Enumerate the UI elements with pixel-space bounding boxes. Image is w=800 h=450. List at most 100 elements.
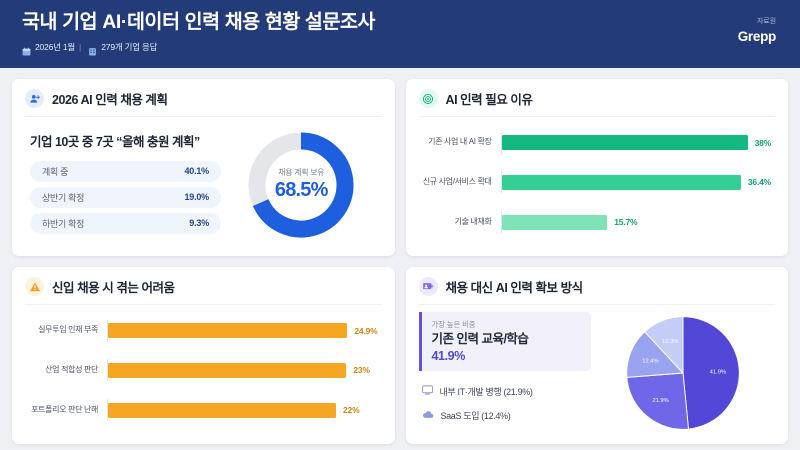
hiring-plan-lead: 기업 10곳 중 7곳 “올해 충원 계획” — [30, 134, 200, 149]
brand-logo: Grepp — [737, 29, 777, 44]
card-alternative-title: 채용 대신 AI 인력 확보 방식 — [445, 281, 584, 295]
warning-icon — [25, 277, 44, 296]
card-hiring-difficulty-header: 신입 채용 시 겪는 어려움 — [25, 277, 382, 304]
bar-fill — [501, 135, 748, 151]
pie-chart-area: 41.9% 21.9% 12.4% 10.3% — [591, 312, 776, 434]
bar-fill — [501, 214, 608, 230]
donut-value: 68.5% — [274, 179, 329, 201]
divider — [25, 116, 382, 117]
donut-chart-area: 채용 계획 보유 68.5% — [221, 129, 382, 241]
cards-grid: 2026 AI 인력 채용 계획 기업 10곳 중 7곳 “올해 충원 계획” … — [0, 68, 800, 450]
bar-category-label: 산업 적합성 판단 — [45, 365, 98, 375]
donut-segment — [253, 132, 354, 237]
donut-caption: 채용 계획 보유 — [278, 168, 325, 177]
card-ai-reason-body: 기존 사업 내 AI 확장 38% 신규 사업/서비스 확대 36.4% 기술 내재화 1… — [419, 119, 776, 246]
list-item: 하반기 확정 9.3% — [30, 212, 221, 234]
list-item: 상반기 확정 19.0% — [30, 186, 221, 208]
target-icon — [418, 89, 438, 108]
bar-value-label: 22% — [343, 405, 360, 416]
bar-track: 24.9% — [107, 319, 378, 342]
bar-row: 기존 사업 내 AI 확장 38% — [419, 131, 772, 154]
divider — [25, 304, 382, 305]
survey-date: 2026년 1월 | — [22, 41, 81, 56]
page-title: 국내 기업 AI·데이터 인력 채용 현황 설문조사 — [22, 11, 376, 33]
ai-reason-bar-chart: 기존 사업 내 AI 확장 38% 신규 사업/서비스 확대 36.4% 기술 내재화 1… — [419, 119, 776, 246]
respondent-count-text: 279개 기업 응답 — [101, 42, 158, 53]
bar-track: 38% — [500, 131, 772, 154]
breakdown-label: 하반기 확정 — [42, 218, 85, 229]
highlight-name: 기존 인력 교육/학습 — [431, 332, 529, 346]
card-hiring-plan: 2026 AI 인력 채용 계획 기업 10곳 중 7곳 “올해 충원 계획” … — [12, 79, 395, 256]
pie-slice-label: 41.9% — [709, 370, 725, 376]
presentation-icon — [418, 277, 438, 296]
pie-slice-label: 21.9% — [652, 398, 668, 404]
bar-row: 포트폴리오 판단 난해 22% — [25, 399, 378, 422]
bar-category-label: 실무투입 인재 부족 — [38, 325, 98, 335]
card-ai-reason-title: AI 인력 필요 이유 — [445, 93, 533, 107]
bar-category-label: 신규 사업/서비스 확대 — [422, 177, 492, 187]
bar-category-label: 기존 사업 내 AI 확장 — [428, 137, 492, 147]
page-header: 국내 기업 AI·데이터 인력 채용 현황 설문조사 2026년 1월 | 27… — [0, 0, 800, 68]
bar-track: 36.4% — [500, 171, 771, 194]
header-meta: 2026년 1월 | 279개 기업 응답 — [22, 41, 778, 56]
pie-slice-label: 10.3% — [662, 339, 678, 345]
card-ai-reason-header: AI 인력 필요 이유 — [418, 89, 776, 116]
bar-row: 실무투입 인재 부족 24.9% — [25, 319, 378, 342]
breakdown-value: 40.1% — [184, 166, 209, 176]
card-alternative: 채용 대신 AI 인력 확보 방식 가장 높은 비중 기존 인력 교육/학습 4… — [405, 267, 788, 444]
bar-value-label: 15.7% — [614, 217, 638, 228]
bar-row: 기술 내재화 15.7% — [419, 211, 772, 234]
bar-row: 신규 사업/서비스 확대 36.4% — [419, 171, 771, 194]
pie-legend: 내부 IT·개발 병행 (21.9%) SaaS 도입 (12.4%) — [419, 382, 591, 430]
bar-value-label: 36.4% — [747, 177, 771, 188]
bar-category-label: 포트폴리오 판단 난해 — [31, 404, 98, 414]
card-hiring-difficulty: 신입 채용 시 겪는 어려움 실무투입 인재 부족 24.9% 산업 적합성 판단 2… — [12, 267, 395, 444]
respondent-count: 279개 기업 응답 — [88, 41, 158, 56]
breakdown-label: 계획 중 — [42, 166, 69, 177]
donut-center-label: 채용 계획 보유 68.5% — [245, 129, 357, 241]
bar-category-label: 기술 내재화 — [454, 216, 492, 226]
pie-slice — [625, 331, 684, 378]
highlight-value: 41.9% — [431, 349, 466, 363]
list-item: 내부 IT·개발 병행 (21.9%) — [421, 382, 591, 400]
list-item: 계획 중 40.1% — [30, 160, 221, 182]
bar-fill — [108, 323, 348, 339]
bar-fill — [501, 174, 741, 190]
card-hiring-plan-body: 기업 10곳 중 7곳 “올해 충원 계획” 계획 중 40.1% 상반기 확정… — [25, 119, 382, 246]
breakdown-label: 상반기 확정 — [42, 192, 85, 203]
card-ai-reason: AI 인력 필요 이유 기존 사업 내 AI 확장 38% 신규 사업/서비스 확대… — [405, 79, 788, 256]
card-alternative-body: 가장 높은 비중 기존 인력 교육/학습 41.9% 내부 IT·개발 병행 (… — [418, 307, 776, 434]
bar-row: 산업 적합성 판단 23% — [25, 359, 378, 382]
divider — [418, 116, 775, 117]
hiring-plan-breakdown: 기업 10곳 중 7곳 “올해 충원 계획” 계획 중 40.1% 상반기 확정… — [25, 131, 221, 239]
card-hiring-difficulty-body: 실무투입 인재 부족 24.9% 산업 적합성 판단 23% 포트폴리오 판단 난해 22… — [25, 307, 382, 434]
card-hiring-plan-header: 2026 AI 인력 채용 계획 — [25, 89, 382, 116]
bar-fill — [108, 402, 337, 418]
card-alternative-header: 채용 대신 AI 인력 확보 방식 — [418, 277, 776, 304]
divider — [418, 304, 775, 305]
calendar-icon — [22, 43, 31, 56]
bar-value-label: 24.9% — [354, 325, 378, 336]
monitor-icon — [421, 382, 433, 400]
pie-slice-label: 12.4% — [642, 359, 658, 365]
bar-track: 23% — [107, 359, 378, 382]
user-plus-icon — [25, 89, 44, 108]
card-hiring-plan-title: 2026 AI 인력 채용 계획 — [52, 93, 168, 107]
bar-track: 15.7% — [500, 211, 772, 234]
source-block: 자료원 Grepp — [737, 16, 777, 44]
bar-fill — [108, 362, 347, 378]
pie-slice — [643, 316, 684, 375]
pie-chart: 41.9% 21.9% 12.4% 10.3% — [625, 316, 740, 430]
breakdown-value: 19.0% — [184, 192, 209, 202]
source-label: 자료원 — [756, 18, 776, 25]
highlight-caption: 가장 높은 비중 — [431, 320, 476, 329]
pie-slice — [626, 372, 689, 430]
donut-segment — [248, 132, 302, 206]
highlight-box: 가장 높은 비중 기존 인력 교육/학습 41.9% — [418, 312, 591, 371]
donut-chart: 채용 계획 보유 68.5% — [245, 129, 357, 241]
hiring-difficulty-bar-chart: 실무투입 인재 부족 24.9% 산업 적합성 판단 23% 포트폴리오 판단 난해 22… — [25, 307, 382, 434]
breakdown-value: 9.3% — [189, 218, 209, 228]
bar-value-label: 38% — [754, 137, 772, 148]
bar-value-label: 23% — [353, 365, 370, 376]
